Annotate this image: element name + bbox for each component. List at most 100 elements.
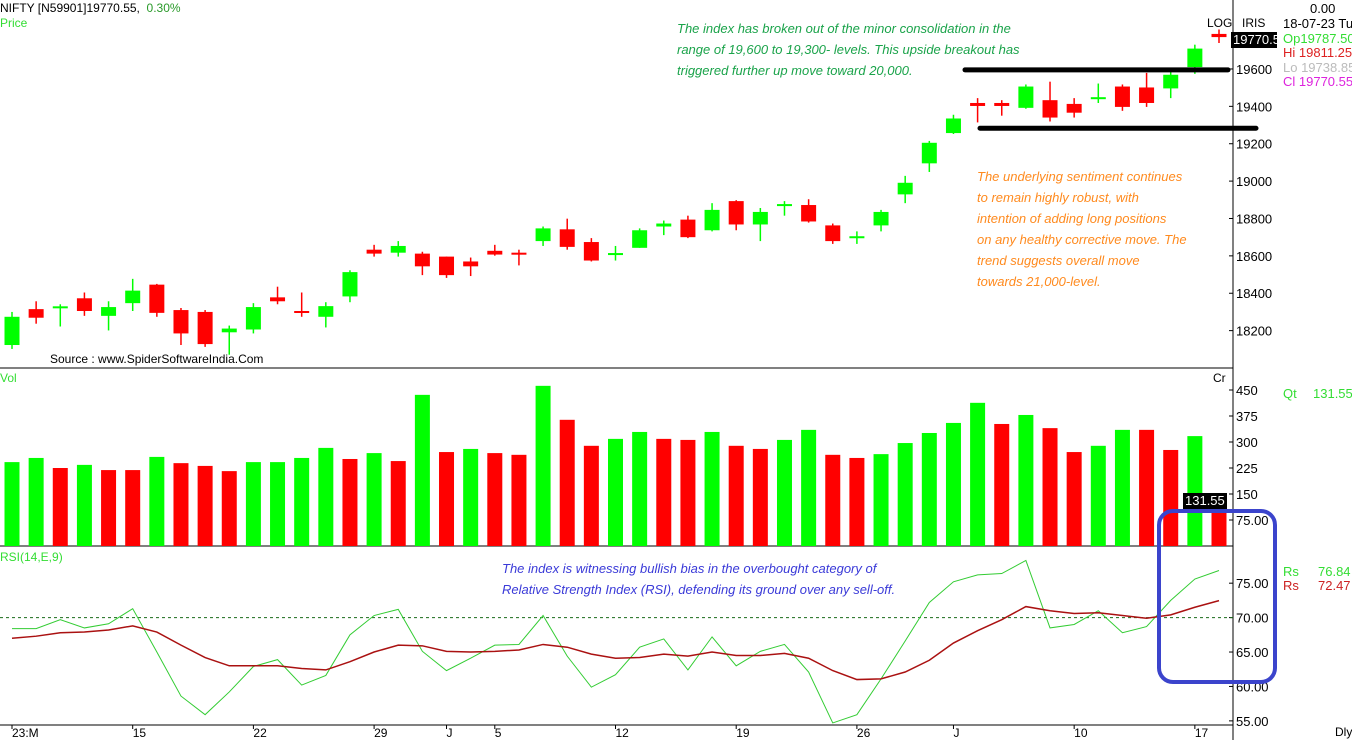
log-scale-toggle[interactable]: LOG [1207, 16, 1233, 30]
candle-body [897, 182, 913, 195]
candle-body [125, 290, 141, 304]
candle-body [101, 307, 117, 316]
volume-bar [318, 447, 334, 546]
price-tick-label: 19200 [1236, 137, 1272, 152]
candle-body [752, 211, 768, 225]
volume-bar [197, 465, 213, 546]
volume-tick-label: 450 [1236, 383, 1258, 398]
rsi-annotation: The index is witnessing bullish bias in … [502, 558, 895, 600]
volume-bar [28, 457, 44, 546]
price-panel-label: Price [0, 16, 28, 30]
annotation-line: trend suggests overall move [977, 253, 1140, 268]
change-percent: 0.30% [146, 1, 181, 15]
candle-body [342, 272, 358, 297]
candle-body [801, 205, 817, 222]
candle-body [52, 306, 68, 309]
volume-bar [1090, 445, 1106, 546]
annotation-line: intention of adding long positions [977, 211, 1167, 226]
candle-body [463, 261, 479, 267]
last-price-box: 19770.5 [1231, 32, 1277, 48]
candle-body [76, 298, 92, 311]
info-date: 18-07-23 Tu [1283, 16, 1352, 31]
candle-body [559, 229, 575, 247]
candle-body [704, 209, 720, 231]
volume-bar [752, 448, 768, 546]
volume-bar [125, 470, 141, 546]
date-tick-label: 23:M [12, 726, 39, 740]
price-tick-label: 19000 [1236, 174, 1272, 189]
breakout-annotation: The index has broken out of the minor co… [677, 18, 1020, 81]
volume-bar [1139, 429, 1155, 546]
candle-body [4, 316, 20, 346]
date-tick-label: 26 [857, 726, 871, 740]
volume-bar [704, 431, 720, 546]
volume-bar [487, 453, 503, 546]
annotation-line: range of 19,600 to 19,300- levels. This … [677, 42, 1020, 57]
volume-bar [656, 438, 672, 546]
volume-bar [921, 432, 937, 546]
annotation-line: triggered further up move toward 20,000. [677, 63, 913, 78]
sentiment-annotation: The underlying sentiment continues to re… [977, 166, 1187, 292]
candle-body [728, 201, 744, 225]
annotation-line: Relative Strength Index (RSI), defending… [502, 582, 896, 597]
rsi-tick-label: 55.00 [1236, 714, 1269, 729]
volume-bar [101, 470, 117, 546]
volume-bar [270, 462, 286, 546]
volume-bar [76, 464, 92, 546]
candle-body [583, 242, 599, 261]
volume-bar [1018, 414, 1034, 546]
annotation-line: towards 21,000-level. [977, 274, 1101, 289]
date-tick-label: 15 [133, 726, 147, 740]
rsi-panel-label: RSI(14,E,9) [0, 550, 63, 564]
volume-bar [1187, 436, 1203, 546]
price-tick-label: 18200 [1236, 324, 1272, 339]
candle-body [849, 236, 865, 239]
candle-body [487, 250, 503, 255]
volume-bar [414, 394, 430, 546]
rsi-signal-line [11, 599, 1220, 681]
price-tick-label: 18400 [1236, 286, 1272, 301]
last-volume-box: 131.55 [1183, 493, 1227, 509]
info-high: Hi 19811.25 [1283, 45, 1352, 60]
candle-body [994, 102, 1010, 106]
candle-body [776, 204, 792, 207]
source-credit: Source : www.SpiderSoftwareIndia.Com [50, 352, 264, 366]
volume-tick-label: 300 [1236, 435, 1258, 450]
candle-body [873, 211, 889, 226]
candle-body [1163, 74, 1179, 89]
symbol-title: NIFTY [N59901]19770.55, 0.30% [0, 1, 181, 15]
candle-body [1018, 86, 1034, 108]
info-low: Lo 19738.85 [1283, 60, 1352, 75]
volume-bar [463, 448, 479, 546]
date-tick-label: J [953, 726, 959, 740]
date-tick-label: 29 [374, 726, 388, 740]
volume-bar [897, 443, 913, 546]
rsi-label: Rs [1283, 564, 1299, 579]
info-open: Op19787.50 [1283, 31, 1352, 46]
volume-bar [873, 454, 889, 546]
volume-bar [439, 452, 455, 546]
period-label[interactable]: Dly [1335, 725, 1352, 739]
date-tick-label: 17 [1195, 726, 1209, 740]
date-tick-label: 5 [495, 726, 502, 740]
candle-body [632, 230, 648, 248]
volume-bar [825, 454, 841, 546]
volume-bar [559, 419, 575, 546]
info-close: Cl 19770.55 [1283, 74, 1352, 89]
date-tick-label: 22 [253, 726, 267, 740]
candle-body [221, 328, 237, 333]
rsi-tick-label: 70.00 [1236, 611, 1269, 626]
candle-body [28, 309, 44, 318]
rsi-signal-value: 72.47 [1318, 578, 1351, 593]
volume-unit: Cr [1213, 371, 1226, 385]
volume-tick-label: 150 [1236, 487, 1258, 502]
volume-bar [608, 438, 623, 546]
date-tick-label: 12 [616, 726, 630, 740]
candle-body [970, 102, 986, 106]
candle-body [535, 228, 551, 242]
candle-body [1139, 87, 1155, 103]
volume-bar [970, 402, 986, 546]
price-tick-label: 19600 [1236, 62, 1272, 77]
symbol-price: NIFTY [N59901]19770.55, [0, 1, 140, 15]
